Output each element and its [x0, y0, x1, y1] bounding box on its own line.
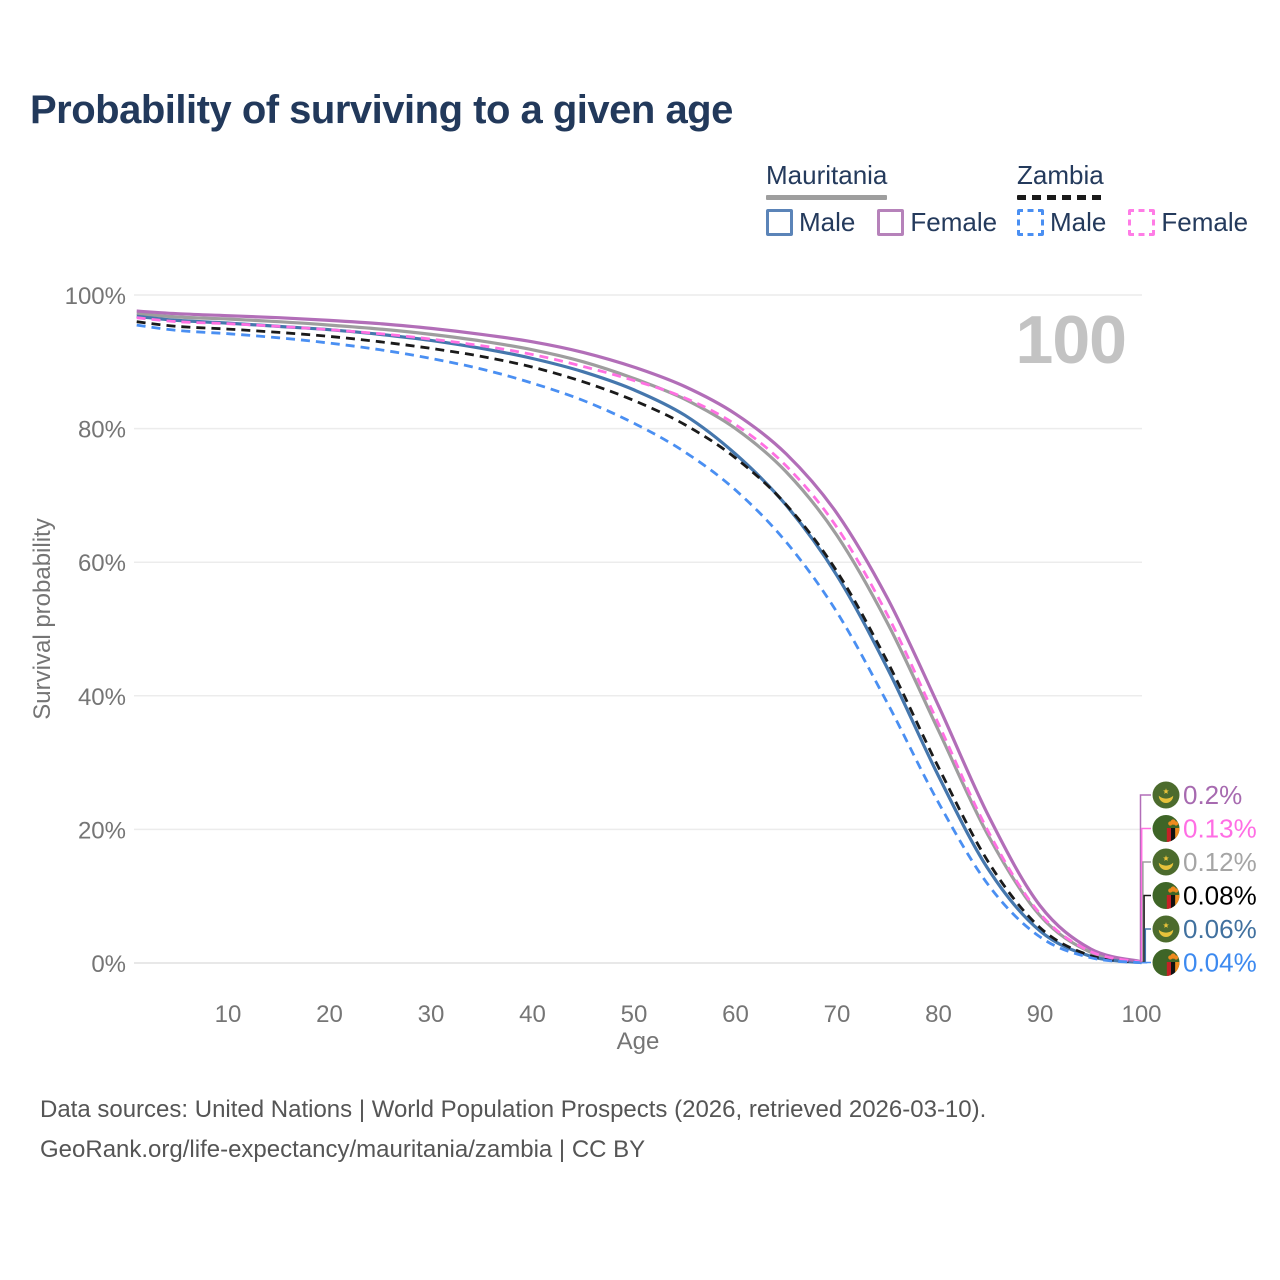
end-label-mauritania-all: 0.12% [1183, 847, 1257, 877]
label-connectors [1139, 794, 1151, 964]
series-line-zambia-male [136, 323, 1142, 965]
footer-sources: Data sources: United Nations | World Pop… [40, 1096, 987, 1123]
end-label-zambia-female: 0.13% [1183, 814, 1257, 844]
series-line-mauritania-female [136, 309, 1142, 964]
x-axis-tick-label: 70 [824, 1001, 851, 1028]
series-line-zambia-all [136, 320, 1142, 964]
legend-group-zambia: Zambia Male Female [1017, 160, 1270, 238]
x-axis-tick-label: 100 [1121, 1001, 1161, 1028]
y-axis-tick-label: 60% [78, 550, 126, 577]
zambia-flag-icon [1152, 949, 1180, 976]
y-axis-tick-label: 0% [91, 951, 126, 978]
flag-icons [1152, 781, 1180, 976]
mauritania-flag-icon [1152, 848, 1180, 876]
legend-swatch-zambia-female [1128, 209, 1156, 236]
x-axis-ticks: 10 20 30 40 50 60 70 80 90 100 [215, 1001, 1162, 1028]
legend-group-mauritania: Mauritania Male Female [766, 160, 1019, 238]
label-connector-mauritania-all [1141, 861, 1151, 963]
y-axis-tick-label: 40% [78, 684, 126, 711]
x-axis-tick-label: 50 [621, 1001, 648, 1028]
legend-swatch-mauritania-female [877, 209, 905, 236]
series-line-mauritania-male [136, 314, 1142, 965]
end-label-mauritania-male: 0.06% [1183, 914, 1257, 944]
x-axis-tick-label: 40 [519, 1001, 546, 1028]
legend-country-label: Zambia [1017, 160, 1104, 190]
footer-attribution: GeoRank.org/life-expectancy/mauritania/z… [40, 1136, 646, 1163]
end-label-zambia-all: 0.08% [1183, 881, 1257, 911]
legend-heading-mauritania: Mauritania [766, 160, 888, 200]
y-axis-tick-label: 20% [78, 817, 126, 844]
zambia-flag-icon [1152, 815, 1180, 842]
legend-item-label: Female [1161, 207, 1249, 237]
end-label-mauritania-female: 0.2% [1183, 780, 1242, 810]
y-axis-title: Survival probability [29, 518, 56, 719]
zambia-flag-icon [1152, 882, 1180, 909]
legend-row-zambia: Male Female [1017, 207, 1270, 238]
series-line-zambia-female [136, 316, 1142, 964]
x-axis-tick-label: 10 [215, 1001, 242, 1028]
series-line-mauritania-all [136, 312, 1142, 964]
age-watermark: 100 [1016, 302, 1126, 378]
x-axis-tick-label: 90 [1027, 1001, 1054, 1028]
y-axis-tick-label: 80% [78, 417, 126, 444]
legend-item-label: Male [799, 207, 856, 237]
legend-line-style-dashed [1017, 195, 1104, 200]
legend-item-label: Female [910, 207, 998, 237]
legend-heading-zambia: Zambia [1017, 160, 1104, 200]
x-axis-tick-label: 20 [316, 1001, 343, 1028]
x-axis-tick-label: 30 [418, 1001, 445, 1028]
y-axis-tick-label: 100% [65, 283, 126, 310]
gridlines [134, 294, 1142, 964]
legend-line-style-solid [766, 195, 888, 200]
x-axis-tick-label: 80 [925, 1001, 952, 1028]
legend-country-label: Mauritania [766, 160, 888, 190]
series-lines [136, 309, 1142, 965]
end-label-zambia-male: 0.04% [1183, 948, 1257, 978]
x-axis-tick-label: 60 [722, 1001, 749, 1028]
y-axis-ticks: 0% 20% 40% 60% 80% 100% [65, 283, 126, 978]
x-axis-title: Age [617, 1028, 660, 1055]
page-title: Probability of surviving to a given age [30, 88, 733, 132]
legend-row-mauritania: Male Female [766, 207, 1019, 238]
mauritania-flag-icon [1152, 781, 1180, 809]
mauritania-flag-icon [1152, 915, 1180, 943]
legend-swatch-mauritania-male [766, 209, 793, 236]
legend-swatch-zambia-male [1017, 209, 1044, 236]
end-labels: 0.2% 0.13%0.12% 0.08%0.06% 0.04% [1183, 780, 1257, 978]
legend-item-label: Male [1050, 207, 1107, 237]
